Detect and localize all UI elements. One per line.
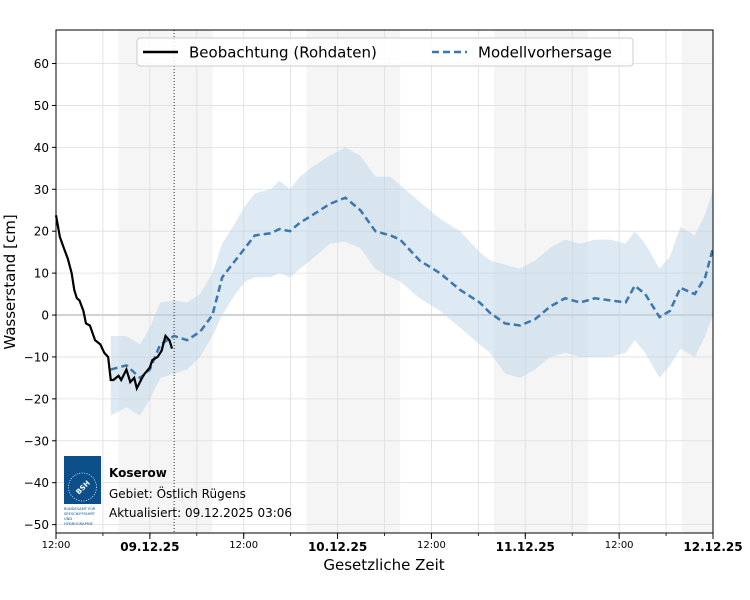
x-tick-label: 12:00: [229, 540, 258, 551]
y-tick-label: 40: [34, 141, 49, 155]
station-area: Gebiet: Östlich Rügens: [109, 485, 246, 501]
observation-line: [54, 215, 174, 392]
x-tick-label: 12:00: [605, 540, 634, 551]
forecast-line: [110, 196, 715, 380]
x-tick-label: 12.12.25: [683, 540, 742, 554]
y-tick-label: −30: [24, 434, 49, 448]
svg-text:HYDROGRAPHIE: HYDROGRAPHIE: [64, 522, 94, 526]
y-tick-label: 50: [34, 99, 49, 113]
forecast-band: [110, 147, 713, 416]
legend-forecast-label: Modellvorhersage: [478, 44, 612, 62]
updated-timestamp: Aktualisiert: 09.12.2025 03:06: [109, 506, 292, 520]
legend-observation-label: Beobachtung (Rohdaten): [189, 44, 377, 62]
x-tick-label: 11.12.25: [496, 540, 555, 554]
station-name: Koserow: [109, 466, 167, 480]
y-tick-label: 0: [41, 309, 49, 323]
svg-text:BUNDESAMT FÜR: BUNDESAMT FÜR: [64, 506, 96, 511]
bsh-logo: BSH BUNDESAMT FÜR SEESCHIFFFAHRT UND HYD…: [64, 456, 101, 526]
y-tick-label: 10: [34, 267, 49, 281]
svg-text:SEESCHIFFFAHRT: SEESCHIFFFAHRT: [64, 512, 96, 516]
station-info: BSH BUNDESAMT FÜR SEESCHIFFFAHRT UND HYD…: [64, 456, 292, 526]
y-tick-label: −20: [24, 392, 49, 406]
svg-text:UND: UND: [64, 517, 72, 521]
y-tick-label: −40: [24, 476, 49, 490]
forecast-uncertainty-band: [110, 147, 713, 416]
y-axis-label: Wasserstand [cm]: [1, 214, 19, 349]
x-tick-label: 10.12.25: [308, 540, 367, 554]
x-tick-label: 12:00: [417, 540, 446, 551]
axes: −50 −40 −30 −20 −10 0 10 20 30 40 50 60 12:00 09.12.2…: [24, 29, 743, 554]
x-axis-label: Gesetzliche Zeit: [323, 556, 444, 574]
y-tick-label: −50: [24, 518, 49, 532]
x-tick-label: 09.12.25: [120, 540, 179, 554]
legend: Beobachtung (Rohdaten) Modellvorhersage: [136, 37, 634, 67]
y-tick-label: 60: [34, 57, 49, 71]
x-tick-label: 12:00: [42, 540, 71, 551]
y-tick-label: 30: [34, 183, 49, 197]
y-tick-label: −10: [24, 350, 49, 364]
plot-frame: [55, 29, 714, 534]
y-tick-label: 20: [34, 225, 49, 239]
